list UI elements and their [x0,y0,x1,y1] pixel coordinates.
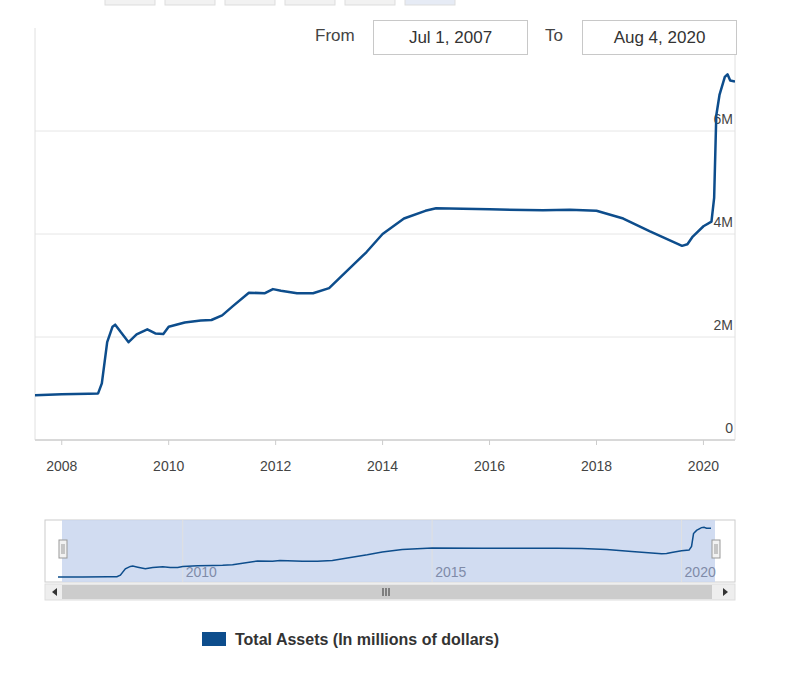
from-input[interactable]: Jul 1, 2007 [373,20,528,55]
x-axis-line [35,440,735,441]
y-axis-line [735,28,736,440]
scroll-left[interactable] [52,588,57,596]
scroll-grip [389,588,390,596]
navigator-line [58,527,711,577]
range-button[interactable] [345,0,395,5]
line-series [35,74,735,395]
from-label: From [315,26,355,46]
scrollbar[interactable] [45,584,735,600]
y-tick-label: 4M [714,214,733,230]
navigator-handle[interactable] [712,540,720,558]
x-tick-label: 2018 [581,458,612,474]
y-tick-label: 2M [714,317,733,333]
x-tick-label: 2020 [688,458,719,474]
x-tick [703,440,704,445]
legend-label[interactable]: Total Assets (In millions of dollars) [235,631,499,648]
x-tick-label: 2016 [474,458,505,474]
range-button[interactable] [285,0,335,5]
navigator-tick [182,520,183,582]
navigator-tick [432,520,433,582]
x-tick [489,440,490,445]
x-tick-label: 2010 [153,458,184,474]
handle-grip [715,544,716,554]
scrollbar-thumb[interactable] [62,585,712,599]
x-tick [275,440,276,445]
series-group [35,74,735,395]
x-tick-label: 2008 [46,458,77,474]
chart: 02M4M6M200820102012201420162018202020102… [0,0,800,680]
x-tick [382,440,383,445]
to-input[interactable]: Aug 4, 2020 [582,20,737,55]
range-button[interactable] [165,0,215,5]
navigator[interactable] [45,520,735,582]
grid-line [35,131,735,132]
handle-grip [64,544,65,554]
scroll-grip [383,588,384,596]
range-button[interactable] [405,0,455,5]
scroll-grip [386,588,387,596]
grid-line [35,337,735,338]
plot-frame [35,28,36,440]
y-tick-label: 0 [725,420,733,436]
navigator-series-group [58,527,711,577]
x-tick-label: 2012 [260,458,291,474]
scroll-right[interactable] [723,588,728,596]
x-tick [168,440,169,445]
navigator-tick-label: 2020 [685,564,716,580]
range-button[interactable] [225,0,275,5]
handle-grip [717,544,718,554]
navigator-tick-label: 2015 [435,564,466,580]
navigator-handle[interactable] [59,540,67,558]
handle-grip [62,544,63,554]
x-tick-label: 2014 [367,458,398,474]
to-label: To [545,26,563,46]
x-tick [61,440,62,445]
range-button[interactable] [105,0,155,5]
grid-line [35,440,735,441]
x-tick [596,440,597,445]
legend-swatch[interactable] [202,632,226,646]
